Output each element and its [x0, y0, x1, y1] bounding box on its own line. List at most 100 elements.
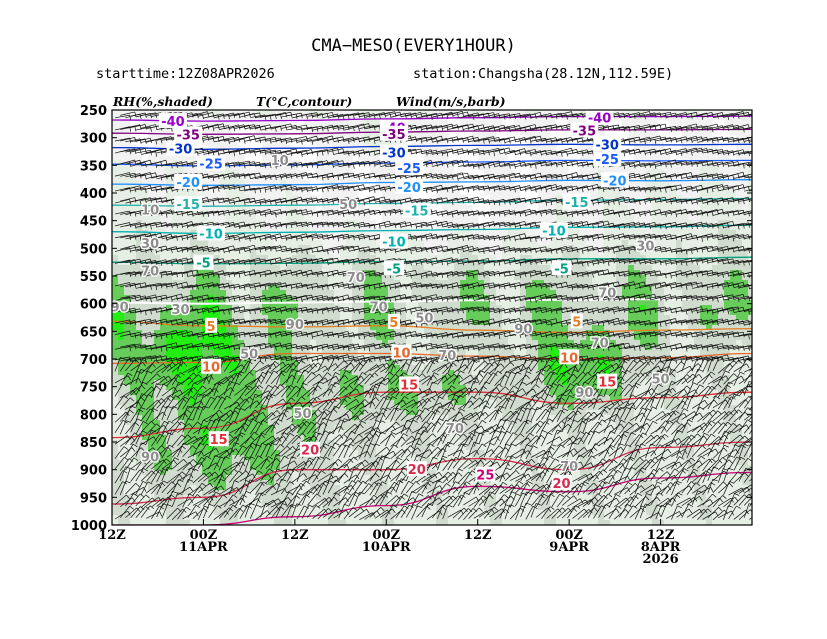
rh-cell [334, 250, 341, 256]
rh-cell [172, 510, 179, 516]
rh-cell [220, 245, 227, 251]
rh-cell [124, 480, 131, 486]
rh-cell [466, 430, 473, 436]
rh-cell [124, 185, 131, 191]
rh-cell [202, 515, 209, 521]
rh-cell [148, 475, 155, 481]
rh-cell [112, 365, 119, 371]
rh-cell [178, 265, 185, 271]
rh-cell [154, 485, 161, 491]
rh-cell [208, 350, 215, 356]
rh-cell [232, 325, 239, 331]
rh-cell [148, 380, 155, 386]
rh-cell [112, 370, 119, 376]
rh-cell [274, 265, 281, 271]
rh-cell [136, 165, 143, 171]
rh-cell [190, 510, 197, 516]
rh-cell [184, 155, 191, 161]
rh-cell [160, 110, 167, 116]
rh-cell [160, 400, 167, 406]
rh-cell [262, 430, 269, 436]
rh-cell [208, 485, 215, 491]
rh-cell [130, 115, 137, 121]
rh-cell [160, 205, 167, 211]
rh-cell [184, 415, 191, 421]
rh-cell [262, 395, 269, 401]
rh-cell [160, 340, 167, 346]
rh-cell [142, 505, 149, 511]
rh-cell [184, 190, 191, 196]
rh-cell [394, 290, 401, 296]
rh-cell [316, 275, 323, 281]
rh-cell [202, 400, 209, 406]
rh-cell [220, 275, 227, 281]
rh-cell [250, 280, 257, 286]
rh-cell [298, 350, 305, 356]
rh-cell [190, 240, 197, 246]
rh-cell [478, 315, 485, 321]
rh-cell [226, 215, 233, 221]
rh-cell [124, 485, 131, 491]
rh-cell [436, 430, 443, 436]
rh-cell [118, 310, 125, 316]
rh-cell [226, 425, 233, 431]
rh-cell [220, 180, 227, 186]
rh-cell [484, 460, 491, 466]
rh-cell [196, 420, 203, 426]
rh-cell [118, 160, 125, 166]
rh-cell [214, 320, 221, 326]
rh-cell [130, 495, 137, 501]
rh-cell [160, 285, 167, 291]
rh-cell [166, 445, 173, 451]
rh-cell [136, 170, 143, 176]
rh-cell [424, 290, 431, 296]
rh-cell [220, 355, 227, 361]
rh-cell [214, 510, 221, 516]
rh-cell [274, 240, 281, 246]
rh-cell [184, 340, 191, 346]
rh-cell [124, 305, 131, 311]
rh-cell [250, 170, 257, 176]
rh-cell [220, 190, 227, 196]
rh-cell [136, 190, 143, 196]
rh-cell [214, 195, 221, 201]
rh-cell [148, 165, 155, 171]
rh-cell [214, 405, 221, 411]
rh-cell [154, 200, 161, 206]
rh-cell [148, 490, 155, 496]
rh-cell [328, 170, 335, 176]
rh-cell [460, 380, 467, 386]
rh-cell [244, 440, 251, 446]
rh-cell [244, 370, 251, 376]
rh-cell [172, 380, 179, 386]
rh-cell [256, 460, 263, 466]
rh-cell [214, 460, 221, 466]
rh-cell [202, 505, 209, 511]
rh-cell [178, 165, 185, 171]
rh-cell [184, 275, 191, 281]
rh-cell [226, 450, 233, 456]
rh-cell [160, 415, 167, 421]
rh-cell [412, 265, 419, 271]
rh-cell [370, 290, 377, 296]
rh-cell [220, 490, 227, 496]
rh-cell [484, 340, 491, 346]
rh-cell [160, 220, 167, 226]
rh-cell [148, 170, 155, 176]
rh-cell [256, 370, 263, 376]
rh-cell [136, 325, 143, 331]
rh-cell [148, 245, 155, 251]
rh-cell [136, 195, 143, 201]
rh-cell [310, 265, 317, 271]
rh-cell [142, 185, 149, 191]
rh-cell [118, 200, 125, 206]
rh-cell [214, 515, 221, 521]
rh-cell [256, 390, 263, 396]
rh-cell [244, 430, 251, 436]
rh-cell [196, 390, 203, 396]
rh-cell [208, 480, 215, 486]
rh-cell [202, 490, 209, 496]
rh-cell [490, 120, 497, 126]
rh-cell [154, 135, 161, 141]
rh-cell [406, 455, 413, 461]
